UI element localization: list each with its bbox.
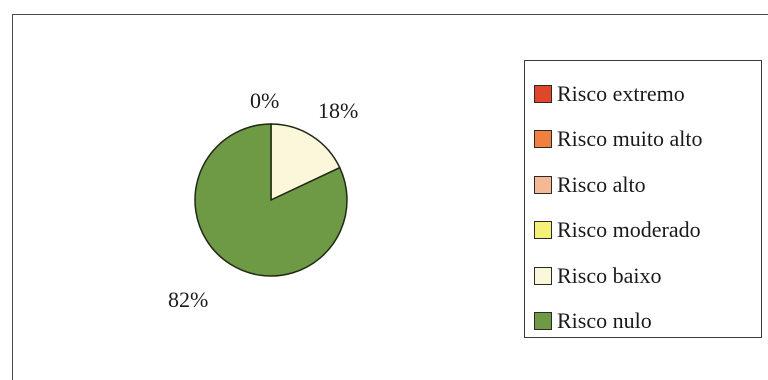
legend-swatch-risco-moderado [534,221,552,240]
legend-item-risco-muito-alto: Risco muito alto [525,117,761,163]
legend-item-risco-baixo: Risco baixo [525,253,761,299]
chart-legend: Risco extremo Risco muito alto Risco alt… [524,60,762,338]
legend-swatch-risco-alto [534,175,552,194]
legend-label-risco-alto: Risco alto [557,171,646,197]
legend-item-risco-moderado: Risco moderado [525,208,761,254]
pie-slice-risco-nulo [194,123,348,277]
legend-item-risco-extremo: Risco extremo [525,71,761,117]
pie-slice-risco-baixo [270,123,341,202]
data-label-1: 18% [318,98,358,123]
pie-slices [194,123,348,277]
legend-item-risco-alto: Risco alto [525,162,761,208]
data-label-2: 82% [168,287,208,312]
legend-item-risco-nulo: Risco nulo [525,299,761,345]
legend-label-risco-extremo: Risco extremo [557,80,685,106]
legend-label-risco-baixo: Risco baixo [557,262,662,288]
legend-label-risco-muito-alto: Risco muito alto [557,126,703,152]
legend-label-risco-moderado: Risco moderado [557,217,701,243]
pie-data-labels: 0% 18% 82% [168,88,358,312]
data-label-0: 0% [250,88,279,113]
legend-label-risco-nulo: Risco nulo [557,308,652,334]
legend-swatch-risco-nulo [534,312,552,331]
legend-swatch-risco-baixo [534,266,552,285]
legend-swatch-risco-muito-alto [534,130,552,149]
legend-swatch-risco-extremo [534,84,552,103]
